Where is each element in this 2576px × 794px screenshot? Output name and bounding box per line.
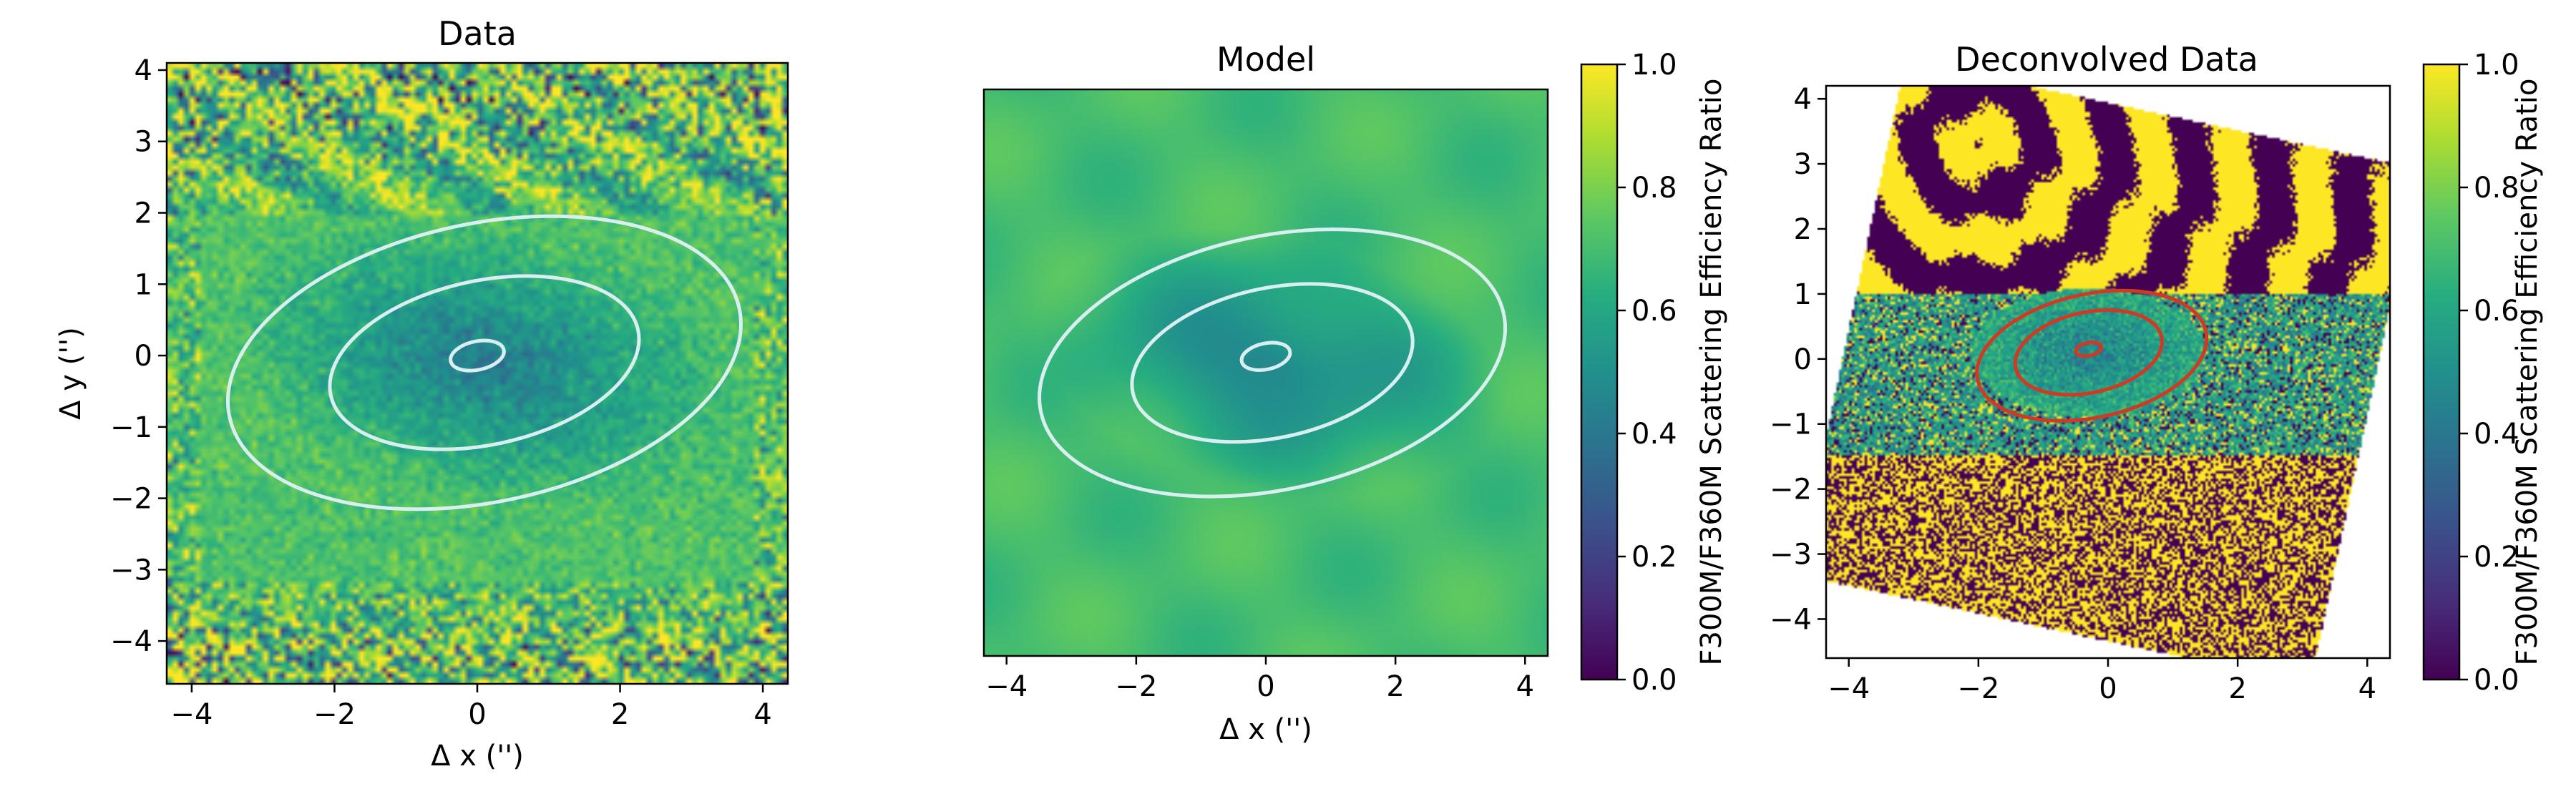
x-axis-label-model: Δ x ('') (1219, 713, 1312, 746)
colorbar-label-deconvolved: F300M/F360M Scattering Efficiency Ratio (2511, 79, 2544, 666)
colorbar-tick-label: 0.6 (1631, 295, 1677, 328)
colorbar-tick-label: 1.0 (2474, 49, 2519, 82)
colorbar-tick-label: 0.0 (2474, 664, 2519, 697)
colorbar-tick-label: 1.0 (1631, 49, 1677, 82)
colorbar-tick-label: 0.8 (2474, 172, 2519, 205)
y-tick-label: 3 (1794, 148, 1812, 181)
y-tick-label: 2 (135, 197, 152, 230)
x-tick-label: 4 (2358, 672, 2376, 705)
colorbar-tick-label: 0.2 (2474, 541, 2519, 574)
colorbar-deconvolved (2422, 63, 2461, 681)
contour-ellipse-2 (1975, 288, 2209, 423)
y-tick-label: −4 (110, 625, 152, 658)
y-tick-label: 2 (1794, 213, 1812, 246)
y-tick-label: 4 (135, 54, 152, 87)
panel-deconvolved: Deconvolved Data −4 −2 0 2 4 −4 −3 −2 −1 0 1 2 3 4 0… (1770, 40, 2544, 705)
x-tick-label: 0 (1257, 670, 1274, 703)
y-tick-label: −2 (110, 483, 152, 516)
heatmap-image-model (984, 89, 1548, 656)
x-tick-label: 0 (468, 698, 486, 731)
y-tick-label: 0 (1794, 343, 1812, 376)
y-tick-label: −1 (110, 411, 152, 444)
contour-ellipse-1 (328, 274, 641, 451)
contour-ellipse-2 (1038, 227, 1508, 499)
x-tick-label: 4 (1516, 670, 1534, 703)
y-axis-label-data: Δ y ('') (54, 327, 87, 420)
x-tick-label: 2 (1386, 670, 1404, 703)
contour-ellipse-0 (2074, 340, 2104, 358)
colorbar-tick-label: 0.8 (1631, 172, 1677, 205)
y-tick-label: −1 (1770, 408, 1812, 441)
x-tick-label: −2 (313, 698, 356, 731)
colorbar-label-model: F300M/F360M Scattering Efficiency Ratio (1695, 79, 1728, 666)
x-tick-label: 2 (611, 698, 629, 731)
colorbar-model (1580, 63, 1619, 681)
x-tick-label: −2 (1957, 672, 1999, 705)
colorbar-ticks-model: 0.0 0.2 0.4 0.6 0.8 1.0 (1617, 49, 1677, 697)
colorbar-tick-label: 0.6 (2474, 295, 2519, 328)
panel-title-data: Data (438, 14, 517, 53)
contours-deconvolved (1975, 288, 2209, 423)
y-tick-label: −3 (110, 554, 152, 587)
panel-model: Model −4 −2 0 2 4 Δ x ('') 0.0 0.2 0.4 0.6 0.8 1.… (982, 40, 1728, 746)
panel-data: Data −4 −2 0 2 4 −4 −3 −2 −1 0 1 2 3 4 Δ x ('') Δ y … (54, 14, 789, 773)
x-tick-label: −4 (1828, 672, 1870, 705)
contours-model (1038, 227, 1508, 499)
contour-ellipse-1 (1130, 282, 1415, 444)
y-tick-label: 3 (135, 126, 152, 159)
colorbar-tick-label: 0.0 (1631, 664, 1677, 697)
contour-ellipse-0 (1239, 340, 1292, 372)
y-tick-label: −2 (1770, 474, 1812, 506)
y-tick-label: −4 (1770, 603, 1812, 636)
panel-title-deconvolved: Deconvolved Data (1955, 40, 2258, 79)
x-ticks-deconvolved: −4 −2 0 2 4 (1828, 658, 2376, 705)
x-ticks-model: −4 −2 0 2 4 (985, 656, 1534, 703)
y-tick-label: −3 (1770, 539, 1812, 572)
contours-data (225, 214, 743, 511)
colorbar-tick-label: 0.4 (1631, 418, 1677, 451)
y-tick-label: 1 (135, 268, 152, 301)
x-tick-label: 0 (2099, 672, 2117, 705)
y-tick-label: 4 (1794, 83, 1812, 116)
contour-ellipse-2 (225, 214, 743, 511)
heatmap-image-data (167, 63, 788, 684)
x-tick-label: −4 (170, 698, 213, 731)
x-tick-label: −4 (985, 670, 1028, 703)
x-axis-label-data: Δ x ('') (431, 740, 524, 773)
y-ticks-data: −4 −3 −2 −1 0 1 2 3 4 (110, 54, 167, 658)
contour-ellipse-0 (449, 338, 506, 373)
y-tick-label: 0 (135, 340, 152, 373)
x-ticks-data: −4 −2 0 2 4 (170, 684, 772, 731)
y-ticks-deconvolved: −4 −3 −2 −1 0 1 2 3 4 (1770, 83, 1826, 636)
x-tick-label: −2 (1115, 670, 1157, 703)
colorbar-ticks-deconvolved: 0.0 0.2 0.4 0.6 0.8 1.0 (2459, 49, 2519, 697)
colorbar-tick-label: 0.4 (2474, 418, 2519, 451)
x-tick-label: 2 (2228, 672, 2246, 705)
heatmap-image-deconvolved (1826, 86, 2390, 658)
panel-title-model: Model (1216, 40, 1315, 79)
contour-ellipse-1 (2013, 308, 2164, 397)
colorbar-tick-label: 0.2 (1631, 541, 1677, 574)
y-tick-label: 1 (1794, 278, 1812, 311)
x-tick-label: 4 (753, 698, 771, 731)
